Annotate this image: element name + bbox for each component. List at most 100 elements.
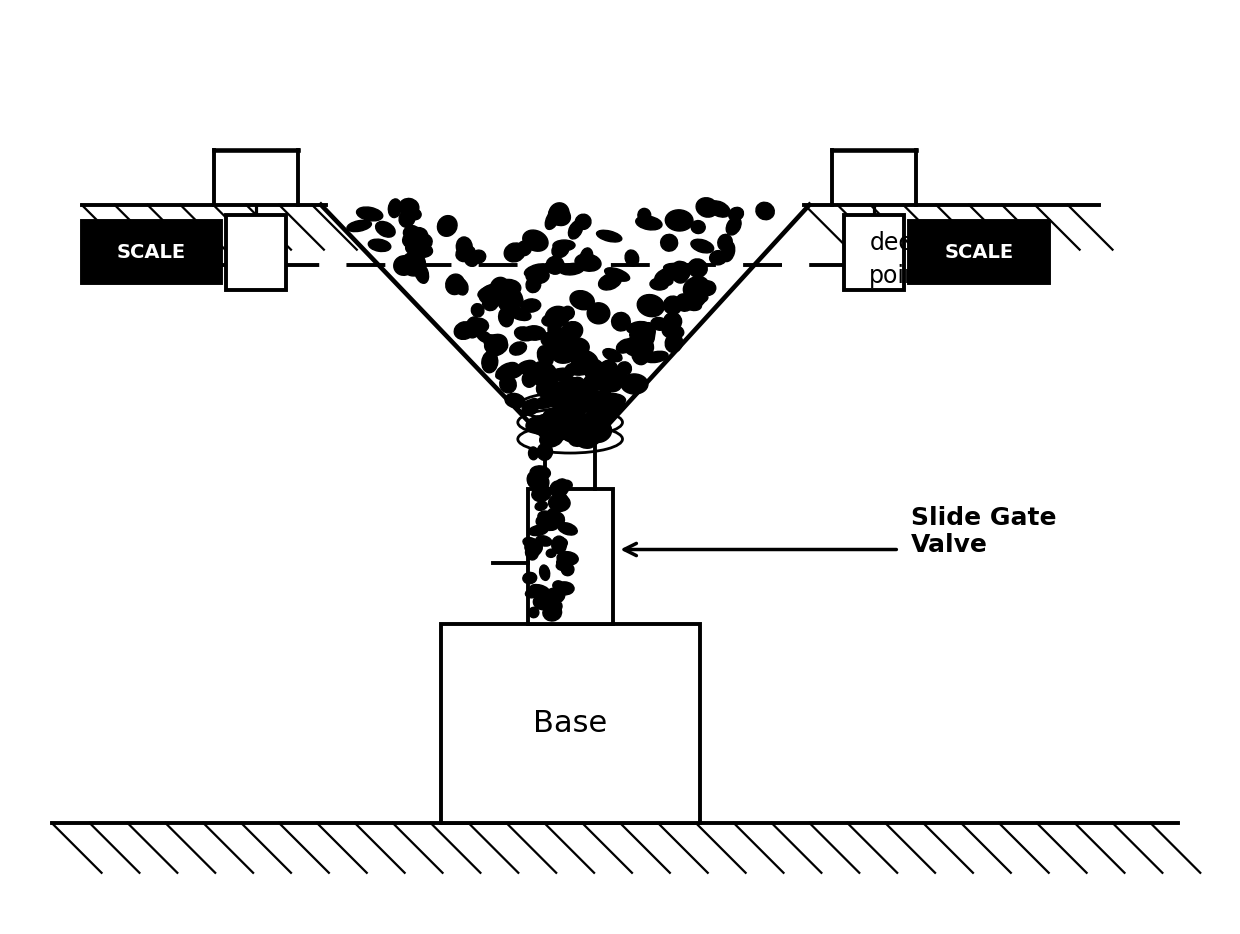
Ellipse shape <box>614 375 636 389</box>
Ellipse shape <box>456 237 472 256</box>
Ellipse shape <box>537 413 562 431</box>
Ellipse shape <box>347 220 372 232</box>
Ellipse shape <box>523 326 546 340</box>
Ellipse shape <box>666 210 693 231</box>
Ellipse shape <box>523 362 536 378</box>
Ellipse shape <box>585 402 611 415</box>
Ellipse shape <box>565 363 589 375</box>
Text: Base: Base <box>533 709 608 738</box>
Ellipse shape <box>699 281 715 295</box>
Ellipse shape <box>570 423 594 437</box>
Ellipse shape <box>572 350 598 373</box>
Ellipse shape <box>403 226 420 241</box>
Ellipse shape <box>661 234 677 251</box>
Ellipse shape <box>531 466 551 480</box>
Ellipse shape <box>559 399 584 417</box>
Ellipse shape <box>544 599 562 615</box>
Ellipse shape <box>465 317 481 338</box>
Ellipse shape <box>557 560 573 571</box>
Ellipse shape <box>526 416 549 432</box>
Ellipse shape <box>546 209 560 230</box>
Ellipse shape <box>408 209 422 219</box>
Ellipse shape <box>557 556 572 569</box>
Ellipse shape <box>415 234 433 249</box>
Ellipse shape <box>409 228 428 244</box>
Ellipse shape <box>677 295 693 311</box>
Ellipse shape <box>376 221 396 237</box>
Ellipse shape <box>438 216 458 236</box>
Ellipse shape <box>521 299 541 312</box>
Ellipse shape <box>522 371 537 388</box>
Ellipse shape <box>625 335 650 356</box>
Ellipse shape <box>547 416 572 431</box>
Ellipse shape <box>537 444 553 460</box>
Ellipse shape <box>537 415 549 426</box>
Text: SCALE: SCALE <box>945 243 1013 262</box>
Ellipse shape <box>526 276 541 292</box>
Ellipse shape <box>599 361 618 380</box>
Ellipse shape <box>587 420 611 443</box>
Ellipse shape <box>465 256 477 266</box>
Ellipse shape <box>686 293 708 304</box>
Ellipse shape <box>547 549 556 558</box>
Ellipse shape <box>529 423 547 434</box>
Ellipse shape <box>650 278 668 290</box>
Ellipse shape <box>445 274 465 294</box>
Ellipse shape <box>564 327 580 341</box>
Ellipse shape <box>635 337 653 358</box>
Ellipse shape <box>583 374 601 393</box>
Ellipse shape <box>538 511 549 520</box>
Ellipse shape <box>487 339 507 356</box>
Ellipse shape <box>549 419 568 440</box>
Ellipse shape <box>551 481 567 498</box>
Ellipse shape <box>527 472 538 487</box>
Ellipse shape <box>625 250 639 266</box>
Ellipse shape <box>551 417 569 429</box>
Ellipse shape <box>558 385 578 403</box>
Ellipse shape <box>572 377 587 396</box>
Ellipse shape <box>399 198 419 216</box>
Ellipse shape <box>399 209 415 227</box>
Ellipse shape <box>663 313 682 331</box>
Ellipse shape <box>533 371 558 389</box>
Ellipse shape <box>557 552 578 565</box>
Ellipse shape <box>541 592 554 608</box>
Ellipse shape <box>471 250 486 263</box>
Ellipse shape <box>551 390 569 410</box>
Ellipse shape <box>497 279 521 296</box>
Ellipse shape <box>523 230 548 251</box>
Ellipse shape <box>394 256 414 276</box>
Ellipse shape <box>553 377 579 395</box>
Ellipse shape <box>603 375 622 391</box>
Ellipse shape <box>548 368 574 381</box>
Ellipse shape <box>537 346 553 366</box>
Ellipse shape <box>556 582 574 595</box>
Ellipse shape <box>534 395 559 408</box>
Ellipse shape <box>663 263 688 274</box>
Ellipse shape <box>477 285 501 299</box>
Ellipse shape <box>548 206 570 226</box>
Ellipse shape <box>508 287 523 306</box>
Ellipse shape <box>539 565 549 580</box>
Ellipse shape <box>569 380 585 397</box>
Ellipse shape <box>471 304 484 317</box>
Ellipse shape <box>570 416 583 430</box>
Ellipse shape <box>516 361 536 374</box>
Ellipse shape <box>505 243 525 262</box>
Ellipse shape <box>526 268 549 284</box>
Ellipse shape <box>651 318 668 331</box>
Bar <box>226 215 286 290</box>
Ellipse shape <box>595 375 609 391</box>
Ellipse shape <box>584 391 608 411</box>
Ellipse shape <box>729 207 744 220</box>
Ellipse shape <box>542 314 560 326</box>
Bar <box>844 215 904 290</box>
Ellipse shape <box>553 350 569 361</box>
Ellipse shape <box>599 393 625 405</box>
Ellipse shape <box>517 241 531 256</box>
Bar <box>440 624 699 823</box>
Ellipse shape <box>525 539 542 555</box>
Ellipse shape <box>599 389 611 403</box>
Ellipse shape <box>558 403 584 420</box>
Text: decoupling
point: decoupling point <box>869 231 999 289</box>
